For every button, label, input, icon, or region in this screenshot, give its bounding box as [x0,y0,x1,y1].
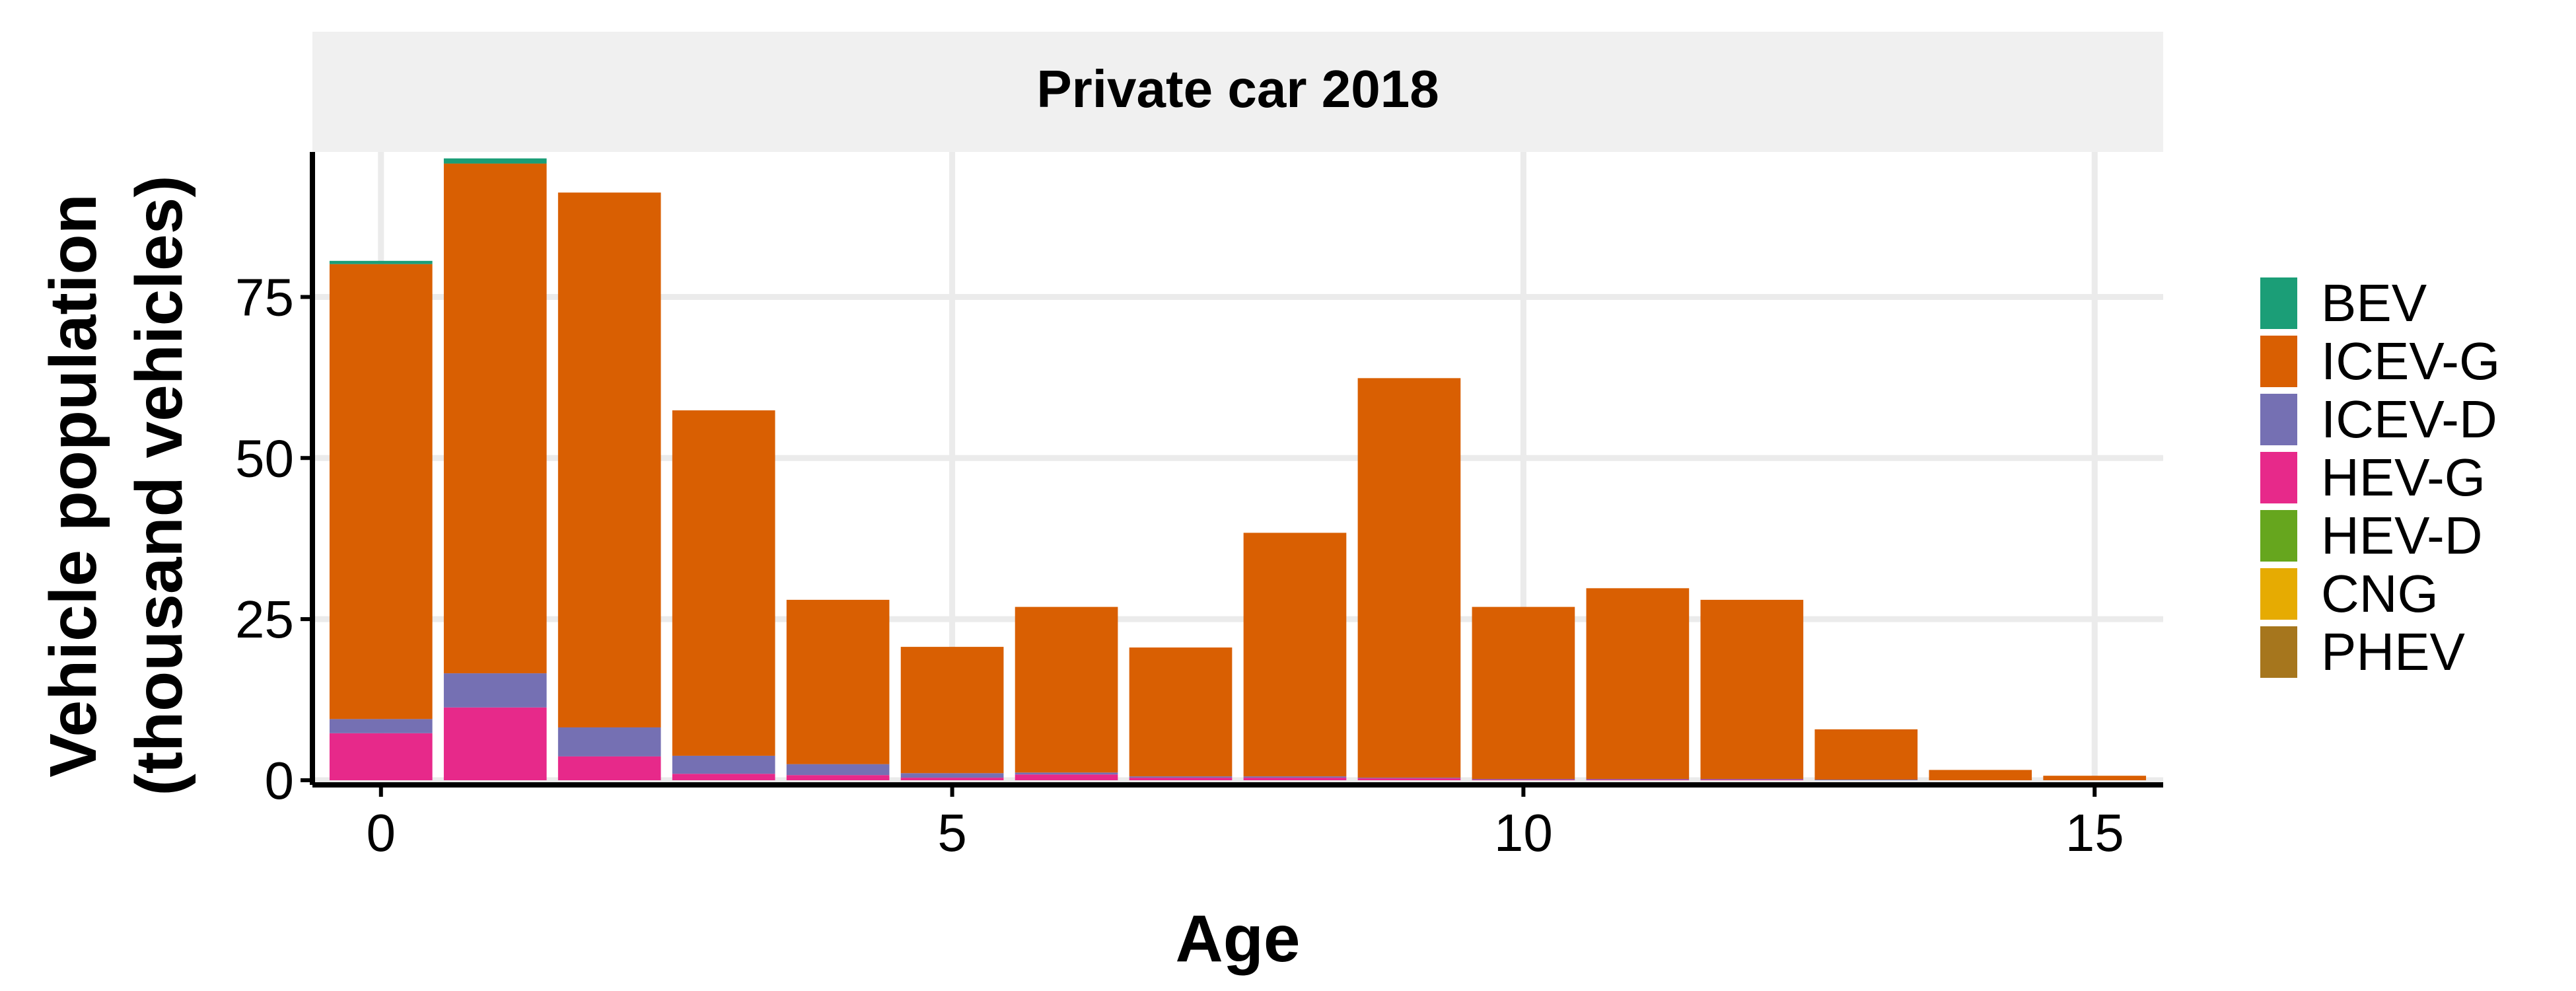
bar-segment-icev-g-age-7 [1129,647,1233,777]
bar-segment-icev-g-age-0 [329,264,433,719]
x-axis-title: Age [1176,902,1301,976]
legend-label: HEV-D [2321,506,2483,565]
bar-segment-hev-g-age-5 [900,778,1004,780]
bar-segment-bev-age-1 [443,158,547,164]
bar-segment-icev-d-age-2 [557,727,661,756]
tick-labels: 0 25 50 75 0 5 10 15 [235,268,2124,862]
bar-segment-icev-g-age-4 [786,599,890,764]
bar-segment-icev-g-age-8 [1243,532,1347,777]
y-axis-title-line1: Vehicle population [36,194,110,777]
y-tick-label: 25 [235,590,294,649]
legend-label: CNG [2321,564,2439,623]
legend-swatch [2260,510,2297,562]
bar-segment-icev-g-age-12 [1700,599,1804,780]
legend-swatch [2260,336,2297,387]
bar-segment-hev-g-age-3 [672,774,775,780]
legend-label: HEV-G [2321,448,2486,507]
legend-swatch [2260,394,2297,445]
bar-segment-icev-d-age-5 [900,773,1004,778]
axes [310,152,2163,788]
x-tick-label: 0 [367,803,396,862]
bar-segment-icev-g-age-9 [1357,378,1461,778]
legend-swatch [2260,277,2297,329]
bar-segment-icev-g-age-13 [1814,729,1918,780]
bar-segment-bev-age-0 [329,260,433,264]
bar-segment-icev-g-age-15 [2043,776,2147,780]
legend-item-icev-d: ICEV-D [2260,390,2497,449]
x-tick-label: 5 [937,803,967,862]
legend-item-hev-g: HEV-G [2260,448,2486,507]
bar-segment-icev-d-age-4 [786,764,890,776]
legend-item-bev: BEV [2260,274,2427,332]
legend-swatch [2260,452,2297,503]
bar-segment-hev-g-age-4 [786,775,890,780]
bar-segment-icev-d-age-7 [1129,776,1233,778]
x-tick-label: 15 [2065,803,2124,862]
legend-label: ICEV-D [2321,390,2497,449]
bar-segment-icev-d-age-10 [1472,779,1575,780]
legend-label: ICEV-G [2321,332,2500,390]
bars [329,158,2147,780]
bar-segment-icev-d-age-8 [1243,776,1347,778]
bar-segment-icev-g-age-10 [1472,606,1575,780]
legend-swatch [2260,626,2297,678]
x-tick-label: 10 [1494,803,1553,862]
bar-segment-icev-g-age-6 [1015,606,1118,773]
facet-strip [312,32,2163,152]
facet-title: Private car 2018 [1036,59,1439,118]
bar-segment-icev-d-age-6 [1015,772,1118,775]
legend-item-hev-d: HEV-D [2260,506,2483,565]
bar-segment-hev-g-age-7 [1129,778,1233,780]
legend-item-icev-g: ICEV-G [2260,332,2500,390]
bar-segment-hev-g-age-9 [1357,778,1461,780]
legend-label: PHEV [2321,622,2465,681]
y-tick-label: 0 [265,751,295,810]
bar-segment-hev-g-age-2 [557,756,661,780]
bar-segment-hev-g-age-0 [329,733,433,780]
y-tick-label: 50 [235,429,294,488]
legend-item-phev: PHEV [2260,622,2465,681]
bar-segment-icev-g-age-1 [443,163,547,674]
bar-segment-hev-g-age-8 [1243,778,1347,780]
legend-label: BEV [2321,274,2427,332]
bar-segment-icev-d-age-1 [443,673,547,708]
y-tick-label: 75 [235,268,294,326]
bar-segment-icev-g-age-11 [1586,588,1690,780]
bar-segment-icev-g-age-3 [672,410,775,756]
bar-segment-icev-d-age-12 [1700,779,1804,780]
bar-segment-icev-d-age-11 [1586,779,1690,780]
bar-segment-icev-g-age-14 [1929,770,2032,780]
bar-segment-icev-d-age-3 [672,755,775,774]
bar-segment-icev-g-age-5 [900,647,1004,774]
bar-segment-icev-d-age-0 [329,719,433,733]
bar-segment-hev-g-age-6 [1015,774,1118,780]
y-axis-title-line2: (thousand vehicles) [122,175,196,795]
bar-segment-hev-g-age-1 [443,707,547,780]
legend-swatch [2260,568,2297,620]
bar-segment-icev-g-age-2 [557,192,661,728]
legend-item-cng: CNG [2260,564,2439,623]
